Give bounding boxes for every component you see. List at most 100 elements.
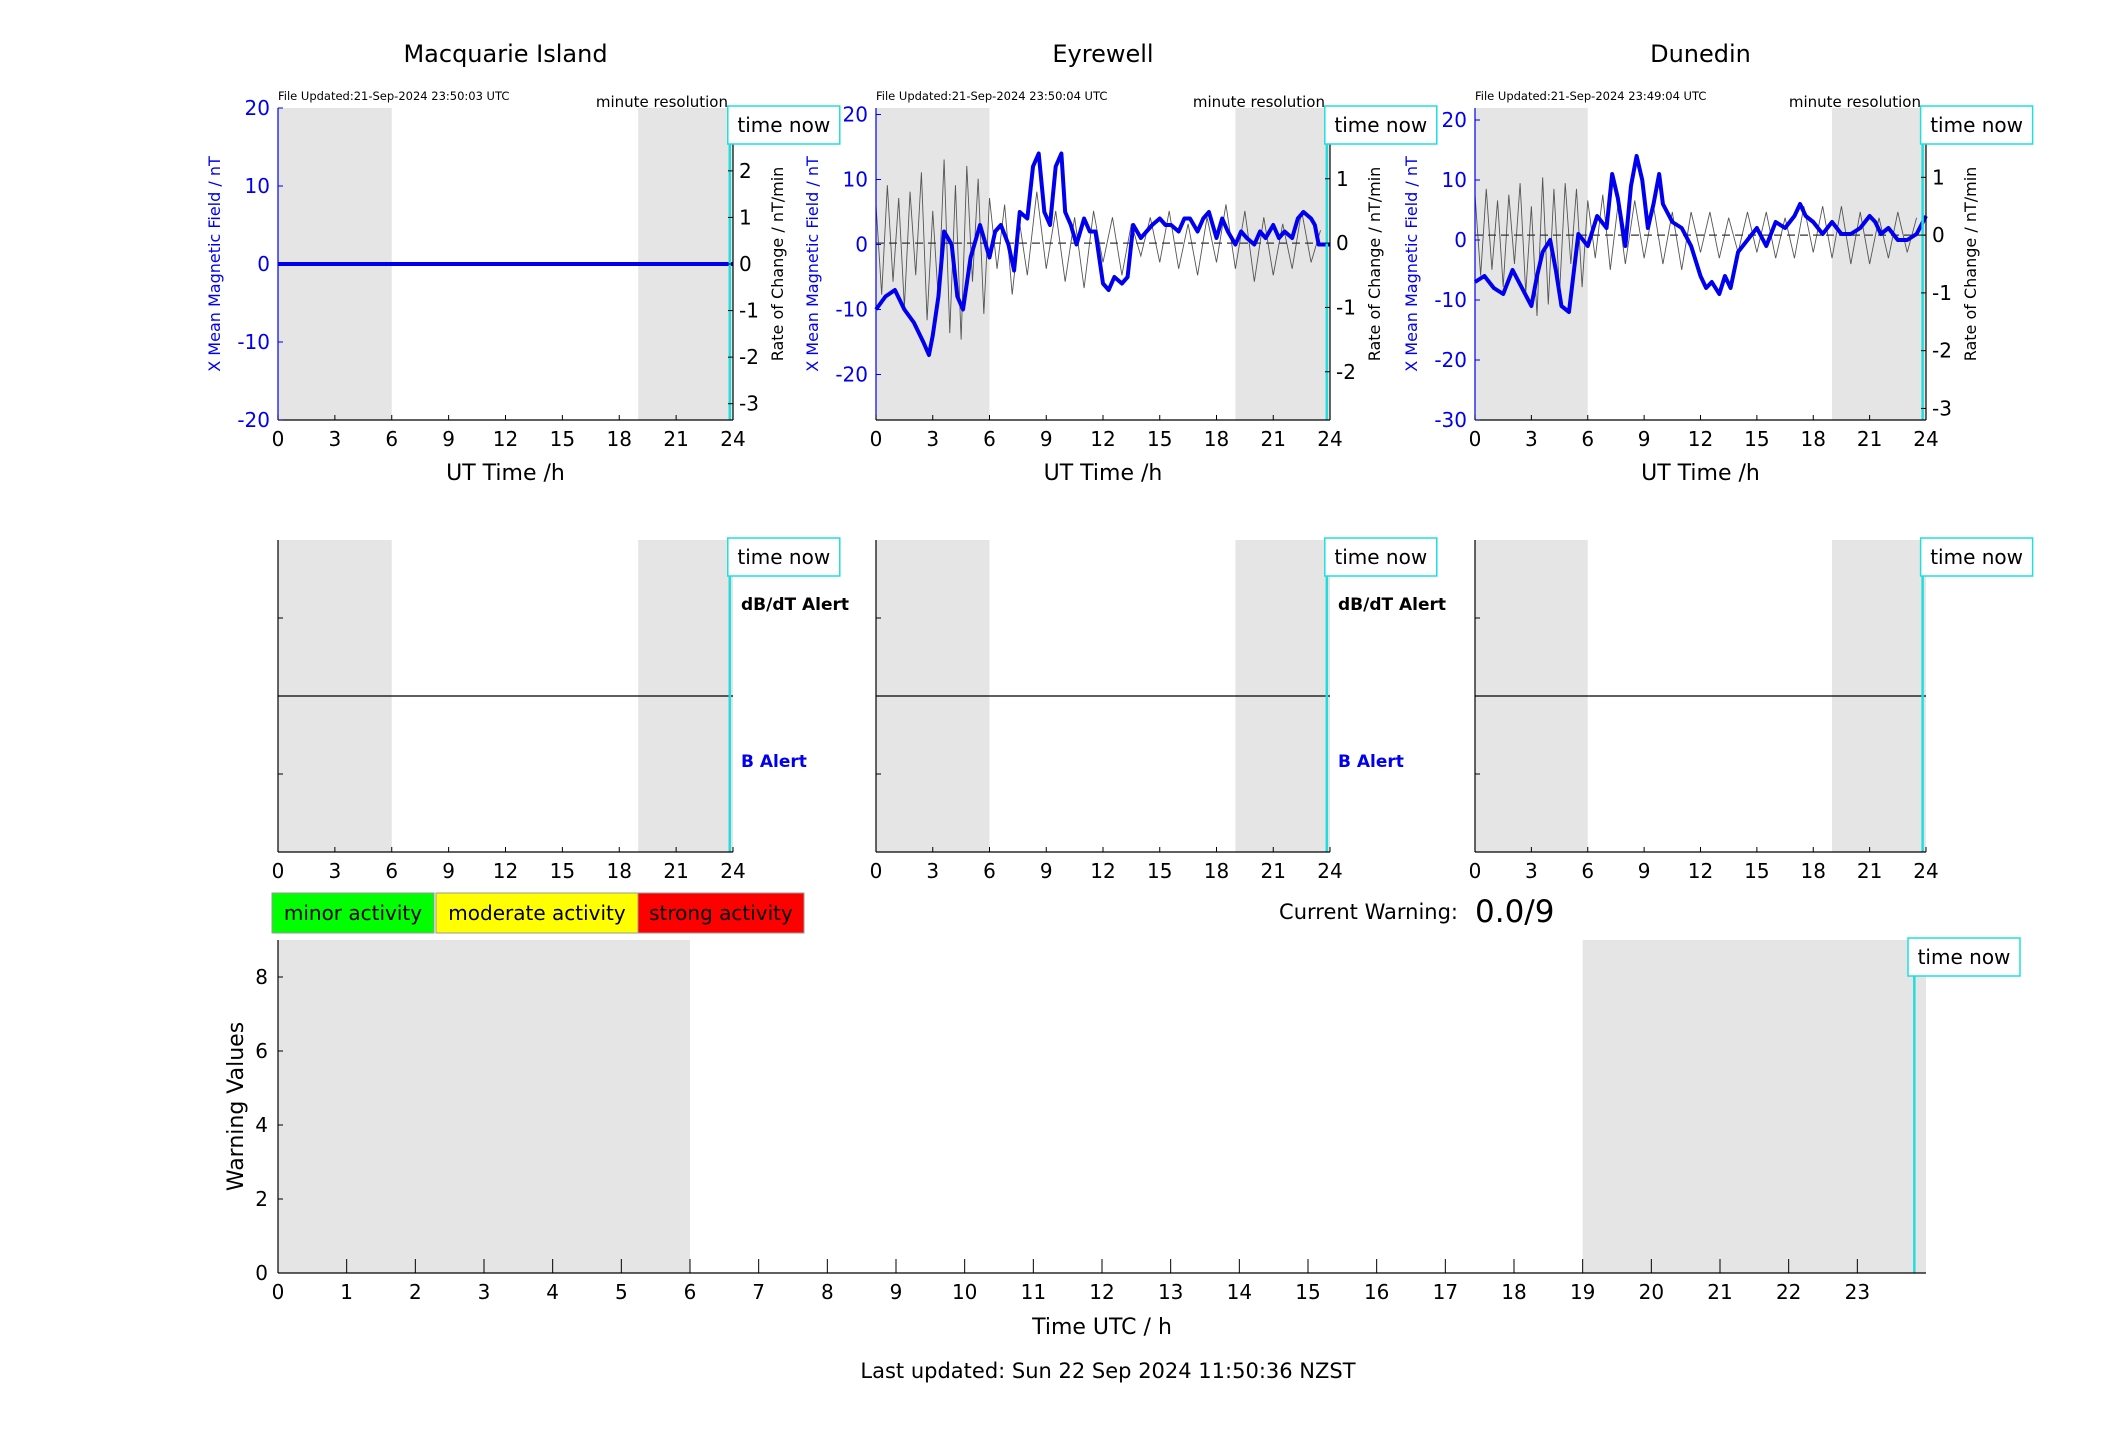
x-tick-label: 21: [663, 859, 688, 883]
y-tick-label: 20: [843, 103, 868, 127]
night-shade: [1582, 940, 1926, 1273]
legend-swatch-minor: [271, 892, 435, 934]
y-right-axis-label: Rate of Change / nT/min: [1365, 167, 1384, 362]
legend-label-minor: minor activity: [284, 901, 422, 925]
x-tick-label: 14: [1227, 1280, 1252, 1304]
x-tick-label: 21: [663, 427, 688, 451]
time-now-box: [1324, 537, 1438, 577]
magnetic-field-line: [1473, 154, 1928, 314]
x-tick-label: 9: [890, 1280, 903, 1304]
legend-label-moderate: moderate activity: [448, 901, 626, 925]
resolution-label: minute resolution: [596, 93, 728, 111]
alert-panels: 0 3 6 9 12 15 18 21 24 dB/dT Alert B Alert time now…: [272, 537, 2034, 883]
x-tick-label: 12: [493, 859, 518, 883]
b-alert-label: B Alert: [1338, 752, 1404, 772]
x-tick-label: 6: [983, 859, 996, 883]
x-tick-label: 12: [1688, 427, 1713, 451]
x-tick-label: 10: [952, 1280, 977, 1304]
x-tick-label: 24: [1913, 859, 1938, 883]
night-shade: [278, 940, 690, 1273]
x-tick-label: 17: [1433, 1280, 1458, 1304]
time-now-box: [1919, 105, 2034, 145]
y-tick-label: 20: [1442, 108, 1467, 132]
x-tick-label: 16: [1364, 1280, 1389, 1304]
y-right-tick-label: -3: [739, 392, 759, 416]
x-tick-label: 13: [1158, 1280, 1183, 1304]
x-tick-label: 18: [607, 427, 632, 451]
y-right-axis-label: Rate of Change / nT/min: [1961, 167, 1980, 362]
y-tick-label: 20: [245, 96, 270, 120]
x-tick-label: 3: [1525, 427, 1538, 451]
x-tick-label: 5: [615, 1280, 628, 1304]
y-axis-label: X Mean Magnetic Field / nT: [803, 156, 822, 372]
activity-legend: minor activity moderate activity strong …: [271, 892, 805, 934]
y-tick-label: -20: [237, 408, 270, 432]
x-tick-label: 9: [1040, 859, 1053, 883]
x-tick-label: 15: [1295, 1280, 1320, 1304]
y-tick-label: -10: [835, 298, 868, 322]
alert-panel-eyrewell: 0 3 6 9 12 15 18 21 24 dB/dT Alert B Alert time now: [870, 537, 1446, 883]
time-now-label: time now: [1334, 545, 1427, 569]
y-tick-label: -10: [1434, 288, 1467, 312]
x-tick-label: 24: [1317, 859, 1342, 883]
time-now-box: [1907, 937, 2021, 977]
x-tick-label: 6: [385, 427, 398, 451]
file-updated: File Updated:21-Sep-2024 23:49:04 UTC: [1475, 89, 1706, 103]
x-tick-label: 18: [607, 859, 632, 883]
night-shade: [1235, 108, 1330, 420]
x-tick-label: 3: [329, 427, 342, 451]
y-right-tick-label: 2: [739, 159, 752, 183]
legend-swatch-moderate: [435, 892, 639, 934]
x-tick-label: 15: [1744, 427, 1769, 451]
x-tick-label: 21: [1261, 427, 1286, 451]
y-tick-label: 2: [255, 1187, 268, 1211]
y-tick-label: 0: [255, 1261, 268, 1285]
x-tick-label: 3: [926, 427, 939, 451]
x-tick-label: 12: [1089, 1280, 1114, 1304]
y-axis-label: X Mean Magnetic Field / nT: [1402, 156, 1421, 372]
x-tick-label: 3: [926, 859, 939, 883]
y-tick-label: 0: [855, 233, 868, 257]
panel-dunedin: 03691215182124-30-20-1001020-3-2-1012Dun…: [1402, 40, 2034, 486]
y-tick-label: -20: [1434, 348, 1467, 372]
time-now-box: [1324, 105, 1438, 145]
x-tick-label: 0: [870, 427, 883, 451]
y-tick-label: 0: [257, 252, 270, 276]
x-tick-label: 24: [1317, 427, 1342, 451]
x-tick-label: 6: [983, 427, 996, 451]
x-tick-label: 12: [493, 427, 518, 451]
magnetic-field-line: [874, 151, 1330, 357]
panel-title: Eyrewell: [1052, 40, 1153, 68]
x-tick-label: 0: [870, 859, 883, 883]
y-tick-label: 10: [843, 168, 868, 192]
y-right-tick-label: -1: [1932, 281, 1952, 305]
time-now-label: time now: [1930, 113, 2023, 137]
y-tick-label: -10: [237, 330, 270, 354]
panel-macquarie-island: 03691215182124-20-1001020-3-2-10123Macqu…: [205, 40, 841, 486]
alert-panel-macquarie-island: 0 3 6 9 12 15 18 21 24 dB/dT Alert B Alert time now: [272, 537, 849, 883]
y-right-tick-label: -2: [739, 345, 759, 369]
time-now-box: [727, 537, 841, 577]
x-tick-label: 15: [1744, 859, 1769, 883]
y-right-tick-label: 0: [739, 252, 752, 276]
x-tick-label: 12: [1090, 427, 1115, 451]
x-tick-label: 11: [1021, 1280, 1046, 1304]
x-tick-label: 4: [546, 1280, 559, 1304]
y-tick-label: 6: [255, 1039, 268, 1063]
y-tick-label: 10: [1442, 168, 1467, 192]
x-tick-label: 9: [442, 427, 455, 451]
x-tick-label: 22: [1776, 1280, 1801, 1304]
y-tick-label: 8: [255, 965, 268, 989]
time-now-label: time now: [1334, 113, 1427, 137]
x-tick-label: 8: [821, 1280, 834, 1304]
x-axis-label: Time UTC / h: [1031, 1315, 1172, 1340]
x-tick-label: 9: [1040, 427, 1053, 451]
x-tick-label: 1: [340, 1280, 353, 1304]
x-tick-label: 19: [1570, 1280, 1595, 1304]
night-shade: [1475, 108, 1588, 420]
x-tick-label: 3: [329, 859, 342, 883]
y-axis-label: X Mean Magnetic Field / nT: [205, 156, 224, 372]
time-now-label: time now: [737, 113, 830, 137]
panel-title: Dunedin: [1650, 40, 1751, 68]
